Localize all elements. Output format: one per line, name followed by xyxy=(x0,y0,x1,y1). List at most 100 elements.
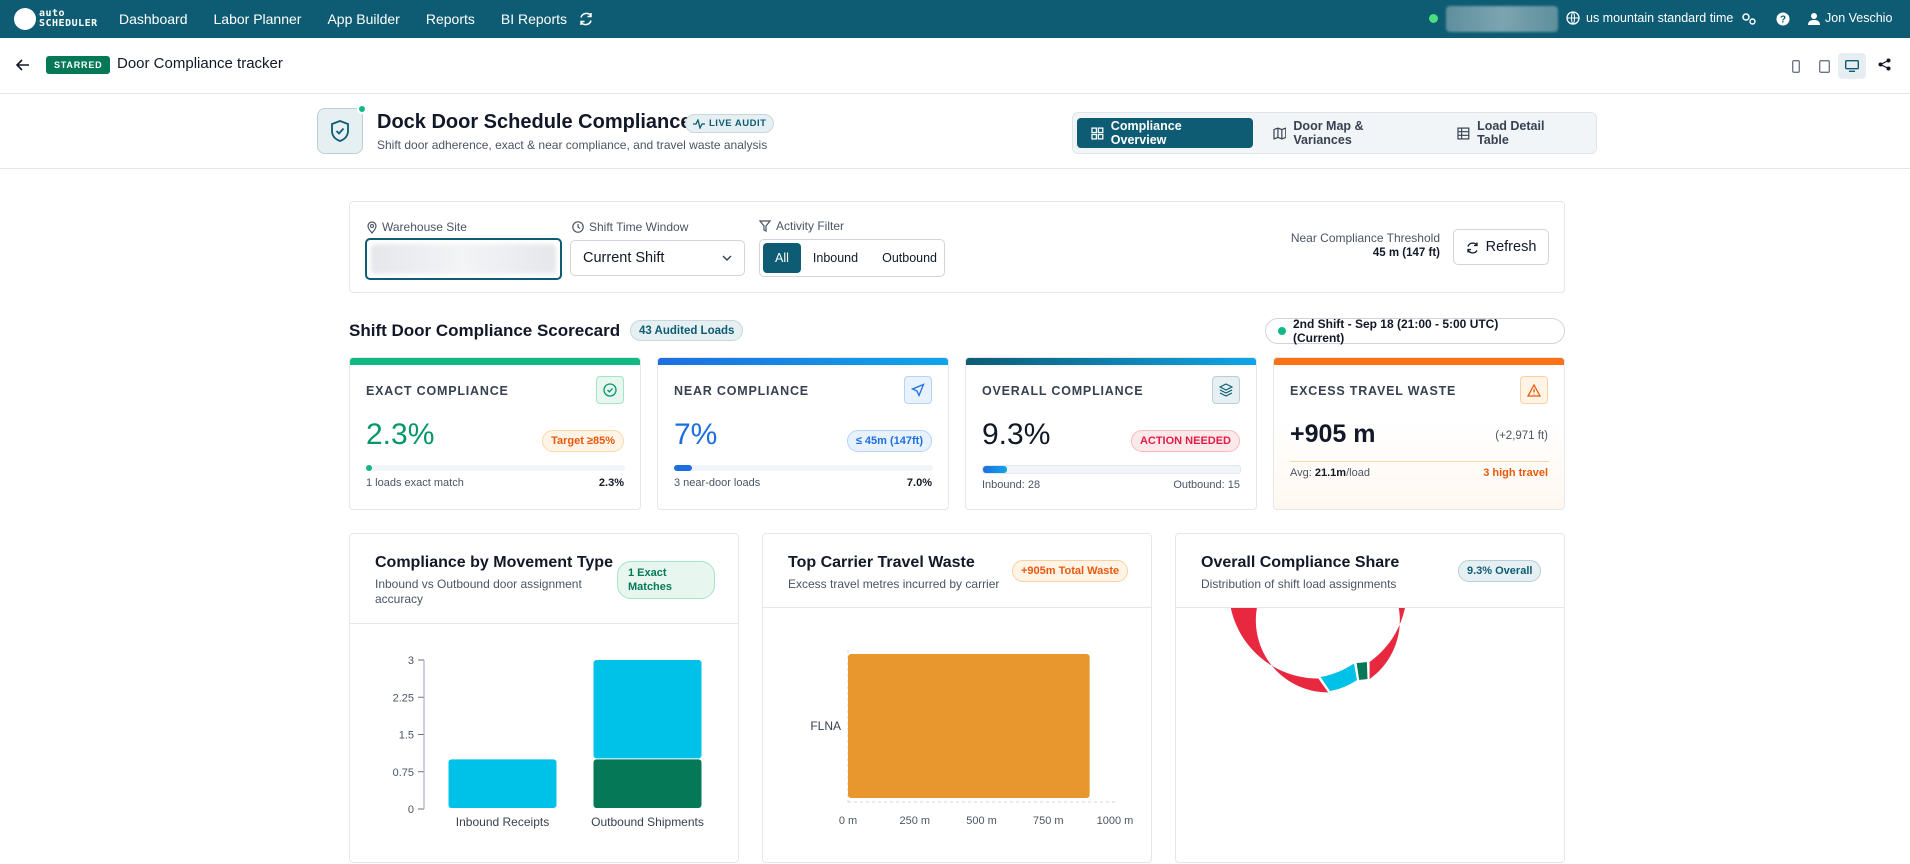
filter-icon xyxy=(759,220,771,232)
card-accent-bar xyxy=(658,358,948,365)
card-accent-bar xyxy=(966,358,1256,365)
high-travel-count: 3 high travel xyxy=(1483,467,1548,479)
card-title: EXCESS TRAVEL WASTE xyxy=(1290,384,1457,398)
logo-mark xyxy=(14,8,36,30)
map-pin-icon xyxy=(367,220,377,234)
refresh-icon xyxy=(1466,241,1478,254)
bar-near xyxy=(593,660,702,759)
redacted-site-value xyxy=(371,244,556,274)
progress-fill xyxy=(366,465,372,471)
check-circle-icon xyxy=(596,376,624,404)
layers-icon xyxy=(1212,376,1240,404)
activity-all-button[interactable]: All xyxy=(763,243,801,273)
clock-icon xyxy=(572,221,584,233)
movement-type-panel: Compliance by Movement Type Inbound vs O… xyxy=(349,533,739,863)
avg-value: 21.1m xyxy=(1314,467,1347,479)
activity-filter-label: Activity Filter xyxy=(759,219,844,233)
y-tick-label: 3 xyxy=(408,655,414,667)
panel-header xyxy=(763,534,1151,608)
nav-app-builder[interactable]: App Builder xyxy=(327,11,400,27)
user-menu[interactable]: Jon Veschio xyxy=(1808,11,1892,25)
tab-door-map[interactable]: Door Map & Variances xyxy=(1259,118,1438,148)
view-tabs: Compliance Overview Door Map & Variances… xyxy=(1072,112,1597,154)
nav-dashboard[interactable]: Dashboard xyxy=(119,11,188,27)
action-needed-badge: ACTION NEEDED xyxy=(1130,430,1240,452)
shift-status-dot xyxy=(1278,327,1286,335)
exact-compliance-card: EXACT COMPLIANCE 2.3% Target ≥85% 1 load… xyxy=(349,357,641,510)
nav-labor-planner[interactable]: Labor Planner xyxy=(213,11,302,27)
label-text: Warehouse Site xyxy=(382,220,467,234)
help-icon[interactable]: ? xyxy=(1776,12,1790,26)
globe-icon xyxy=(1566,11,1580,25)
user-icon xyxy=(1808,12,1820,25)
dashboard-subtitle: Shift door adherence, exact & near compl… xyxy=(377,138,768,152)
starred-badge: STARRED xyxy=(46,56,111,74)
panel-subtitle: Inbound vs Outbound door assignment accu… xyxy=(375,577,582,606)
warehouse-site-input[interactable] xyxy=(365,238,562,280)
navigation-arrow-icon xyxy=(904,376,932,404)
tablet-view-button[interactable] xyxy=(1810,53,1838,79)
panel-subtitle: Distribution of shift load assignments xyxy=(1201,577,1397,591)
panel-header xyxy=(350,534,738,624)
card-title: OVERALL COMPLIANCE xyxy=(982,384,1144,398)
live-indicator-dot xyxy=(357,104,367,114)
outbound-count: Outbound: 15 xyxy=(1173,479,1240,491)
app-logo[interactable]: auto SCHEDULER xyxy=(14,5,98,33)
panel-subtitle: Excess travel metres incurred by carrier xyxy=(788,577,1000,591)
exact-matches-badge: 1 Exact Matches xyxy=(617,561,715,599)
grid-icon xyxy=(1091,126,1104,140)
target-badge: Target ≥85% xyxy=(542,430,624,452)
desktop-view-button[interactable] xyxy=(1838,53,1866,79)
threshold-label: Near Compliance Threshold xyxy=(1290,231,1440,245)
excess-travel-card: EXCESS TRAVEL WASTE +905 m (+2,971 ft) A… xyxy=(1273,357,1565,510)
panel-header xyxy=(1176,534,1564,608)
shift-window-label: Shift Time Window xyxy=(572,220,688,234)
brand-text: auto SCHEDULER xyxy=(39,8,98,29)
shift-label: 2nd Shift - Sep 18 (21:00 - 5:00 UTC) (C… xyxy=(1292,317,1499,345)
activity-outbound-button[interactable]: Outbound xyxy=(882,251,938,265)
settings-icon[interactable] xyxy=(1741,12,1757,26)
reload-icon[interactable] xyxy=(578,11,594,27)
label-text: Activity Filter xyxy=(776,219,845,233)
refresh-button[interactable]: Refresh xyxy=(1453,229,1549,265)
progress-fill xyxy=(983,466,1007,473)
x-tick-label: Inbound Receipts xyxy=(456,815,549,829)
dashboard-title: Dock Door Schedule Compliance xyxy=(377,111,692,133)
y-tick-label: 0 xyxy=(408,804,414,816)
donut-slice-2 xyxy=(1356,662,1368,680)
mobile-view-button[interactable] xyxy=(1782,53,1810,79)
activity-inbound-button[interactable]: Inbound xyxy=(812,251,859,265)
overall-share-badge: 9.3% Overall xyxy=(1458,560,1542,582)
nav-reports[interactable]: Reports xyxy=(425,11,475,27)
svg-text:?: ? xyxy=(1780,15,1786,26)
shift-window-select[interactable]: Current Shift xyxy=(570,240,745,276)
audited-loads-badge: 43 Audited Loads xyxy=(630,320,744,341)
total-waste-badge: +905m Total Waste xyxy=(1012,560,1129,582)
compliance-donut-chart xyxy=(1230,608,1405,693)
page-toolbar: STARRED Door Compliance tracker xyxy=(0,38,1910,94)
live-audit-label: LIVE AUDIT xyxy=(709,118,767,129)
share-icon[interactable] xyxy=(1878,58,1891,71)
warning-triangle-icon xyxy=(1520,376,1548,404)
x-tick-label: Outbound Shipments xyxy=(591,815,704,829)
inbound-count: Inbound: 28 xyxy=(982,479,1041,491)
back-arrow-icon[interactable] xyxy=(16,59,30,71)
x-tick-label: 750 m xyxy=(1033,815,1064,827)
top-navbar: auto SCHEDULER Dashboard Labor Planner A… xyxy=(0,0,1910,38)
card-title: EXACT COMPLIANCE xyxy=(366,384,509,398)
chevron-down-icon xyxy=(722,255,732,261)
tablet-icon xyxy=(1818,59,1830,73)
timezone-label: us mountain standard time xyxy=(1586,11,1734,25)
monitor-icon xyxy=(1845,60,1859,72)
card-value: 2.3% xyxy=(366,418,435,451)
tab-load-detail[interactable]: Load Detail Table xyxy=(1443,118,1592,148)
live-audit-badge: LIVE AUDIT xyxy=(685,114,775,133)
progress-track xyxy=(674,465,933,471)
nav-bi-reports[interactable]: BI Reports xyxy=(500,11,568,27)
tab-compliance-overview[interactable]: Compliance Overview xyxy=(1077,118,1253,148)
map-icon xyxy=(1273,126,1287,140)
redacted-field xyxy=(1446,6,1558,32)
divider xyxy=(1290,461,1549,462)
carrier-waste-panel: Top Carrier Travel Waste Excess travel m… xyxy=(762,533,1152,863)
timezone-selector[interactable]: us mountain standard time xyxy=(1566,11,1733,25)
